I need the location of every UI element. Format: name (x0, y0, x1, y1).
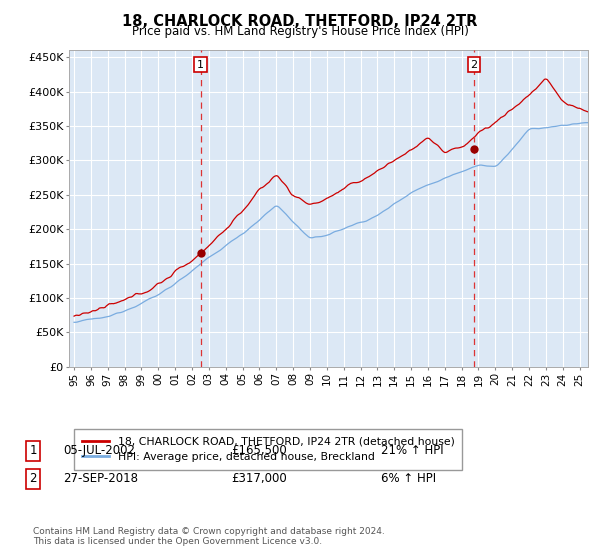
Text: 2: 2 (470, 59, 478, 69)
Text: £165,500: £165,500 (231, 444, 287, 458)
Text: 1: 1 (29, 444, 37, 458)
Text: 05-JUL-2002: 05-JUL-2002 (63, 444, 135, 458)
Text: 6% ↑ HPI: 6% ↑ HPI (381, 472, 436, 486)
Text: Contains HM Land Registry data © Crown copyright and database right 2024.
This d: Contains HM Land Registry data © Crown c… (33, 526, 385, 546)
Text: Price paid vs. HM Land Registry's House Price Index (HPI): Price paid vs. HM Land Registry's House … (131, 25, 469, 38)
Legend: 18, CHARLOCK ROAD, THETFORD, IP24 2TR (detached house), HPI: Average price, deta: 18, CHARLOCK ROAD, THETFORD, IP24 2TR (d… (74, 429, 462, 470)
Text: 2: 2 (29, 472, 37, 486)
Text: 27-SEP-2018: 27-SEP-2018 (63, 472, 138, 486)
Text: £317,000: £317,000 (231, 472, 287, 486)
Text: 18, CHARLOCK ROAD, THETFORD, IP24 2TR: 18, CHARLOCK ROAD, THETFORD, IP24 2TR (122, 14, 478, 29)
Text: 21% ↑ HPI: 21% ↑ HPI (381, 444, 443, 458)
Text: 1: 1 (197, 59, 204, 69)
